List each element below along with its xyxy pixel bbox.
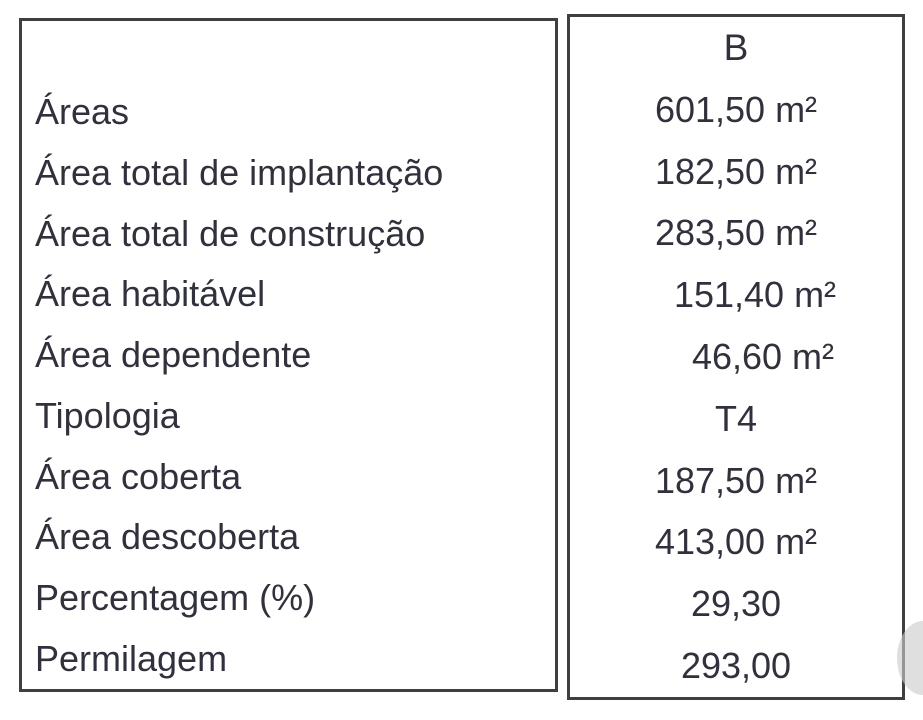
labels-panel: Áreas Área total de implantação Área tot… [19, 18, 558, 692]
value-percentagem: 29,30 [690, 583, 782, 625]
column-header-b: B [723, 27, 749, 69]
value-area-total-implantacao: 182,50 m² [654, 150, 818, 192]
label-tipologia: Tipologia [35, 394, 180, 436]
value-permilagem: 293,00 [680, 645, 792, 687]
label-area-descoberta: Área descoberta [35, 516, 300, 558]
label-area-habitavel: Área habitável [35, 273, 266, 315]
label-area-total-implantacao: Área total de implantação [35, 151, 444, 193]
value-areas: 601,50 m² [654, 88, 818, 130]
label-area-coberta: Área coberta [35, 455, 242, 497]
value-area-habitavel: 151,40 m² [673, 274, 837, 316]
values-panel: B 601,50 m² 182,50 m² 283,50 m² 151,40 m… [567, 14, 905, 700]
label-areas: Áreas [35, 91, 130, 133]
value-area-descoberta: 413,00 m² [654, 521, 818, 563]
label-area-total-construcao: Área total de construção [35, 212, 426, 254]
labels-header-spacer [22, 21, 555, 82]
label-permilagem: Permilagem [35, 637, 228, 679]
value-tipologia: T4 [714, 397, 757, 439]
label-area-dependente: Área dependente [35, 334, 312, 376]
value-area-coberta: 187,50 m² [654, 459, 818, 501]
label-percentagem: Percentagem (%) [35, 576, 316, 618]
value-area-total-construcao: 283,50 m² [654, 212, 818, 254]
value-area-dependente: 46,60 m² [691, 335, 835, 377]
